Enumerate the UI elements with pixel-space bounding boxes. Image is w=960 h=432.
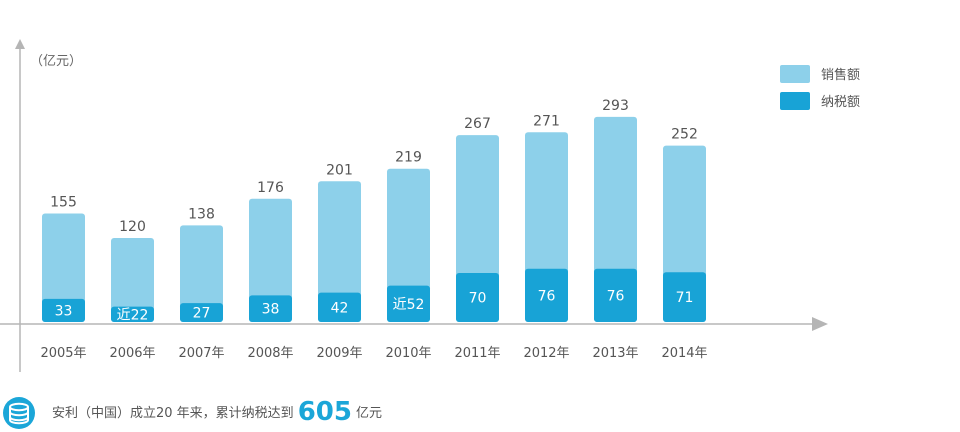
x-tick-label: 2012年 (523, 346, 569, 361)
footer-amount: 605 (297, 397, 352, 427)
tax-value-label: 42 (331, 300, 349, 316)
sales-value-label: 267 (464, 116, 491, 132)
legend-swatch (780, 92, 810, 110)
y-axis-arrow (15, 39, 25, 49)
sales-value-label: 138 (188, 206, 215, 222)
sales-bar (42, 213, 85, 322)
tax-value-label: 71 (676, 290, 694, 306)
tax-value-label: 27 (193, 306, 211, 322)
tax-value-label: 近52 (393, 297, 425, 313)
sales-value-label: 201 (326, 162, 353, 178)
sales-value-label: 293 (602, 98, 629, 114)
tax-bar (180, 303, 223, 322)
legend-label: 销售额 (821, 67, 860, 83)
x-tick-label: 2005年 (40, 346, 86, 361)
tax-bar (318, 292, 361, 322)
tax-bar (594, 268, 637, 322)
x-tick-label: 2008年 (247, 346, 293, 361)
footer-summary: 安利（中国）成立20 年来，累计纳税达到 605 亿元 (52, 397, 382, 427)
y-unit-label: （亿元） (30, 54, 82, 69)
footer-suffix: 亿元 (355, 406, 382, 421)
tax-value-label: 38 (262, 302, 280, 318)
x-tick-label: 2009年 (316, 346, 362, 361)
tax-bar (42, 298, 85, 322)
sales-bar (318, 181, 361, 322)
x-tick-label: 2007年 (178, 346, 224, 361)
x-axis-arrow (812, 317, 828, 331)
coins-icon (3, 397, 35, 429)
tax-value-label: 33 (55, 303, 73, 319)
x-tick-label: 2010年 (385, 346, 431, 361)
sales-value-label: 219 (395, 150, 422, 166)
sales-bar (387, 168, 430, 322)
sales-bar (111, 238, 154, 322)
legend-label: 纳税额 (821, 95, 860, 110)
tax-bar (111, 306, 154, 322)
sales-value-label: 120 (119, 219, 146, 235)
sales-bar (180, 225, 223, 322)
tax-bar (663, 272, 706, 322)
tax-bar (525, 268, 568, 322)
tax-bar (456, 273, 499, 322)
sales-value-label: 155 (50, 195, 77, 211)
sales-bar (249, 198, 292, 322)
x-tick-label: 2013年 (592, 346, 638, 361)
x-tick-label: 2011年 (454, 346, 500, 361)
tax-bar (387, 285, 430, 322)
tax-bar (249, 295, 292, 322)
x-tick-label: 2006年 (109, 346, 155, 361)
footer-prefix: 安利（中国）成立20 年来，累计纳税达到 (52, 406, 294, 421)
sales-value-label: 252 (671, 127, 698, 143)
sales-value-label: 271 (533, 113, 560, 129)
tax-value-label: 76 (538, 288, 556, 304)
tax-value-label: 70 (469, 291, 487, 307)
bars-group: 155 33 2005年 120 近22 2006年 138 27 2007年 176 38 2008… (40, 98, 707, 361)
sales-value-label: 176 (257, 180, 284, 196)
tax-value-label: 76 (607, 288, 625, 304)
legend-swatch (780, 65, 810, 83)
tax-value-label: 近22 (117, 307, 149, 323)
x-tick-label: 2014年 (661, 346, 707, 361)
